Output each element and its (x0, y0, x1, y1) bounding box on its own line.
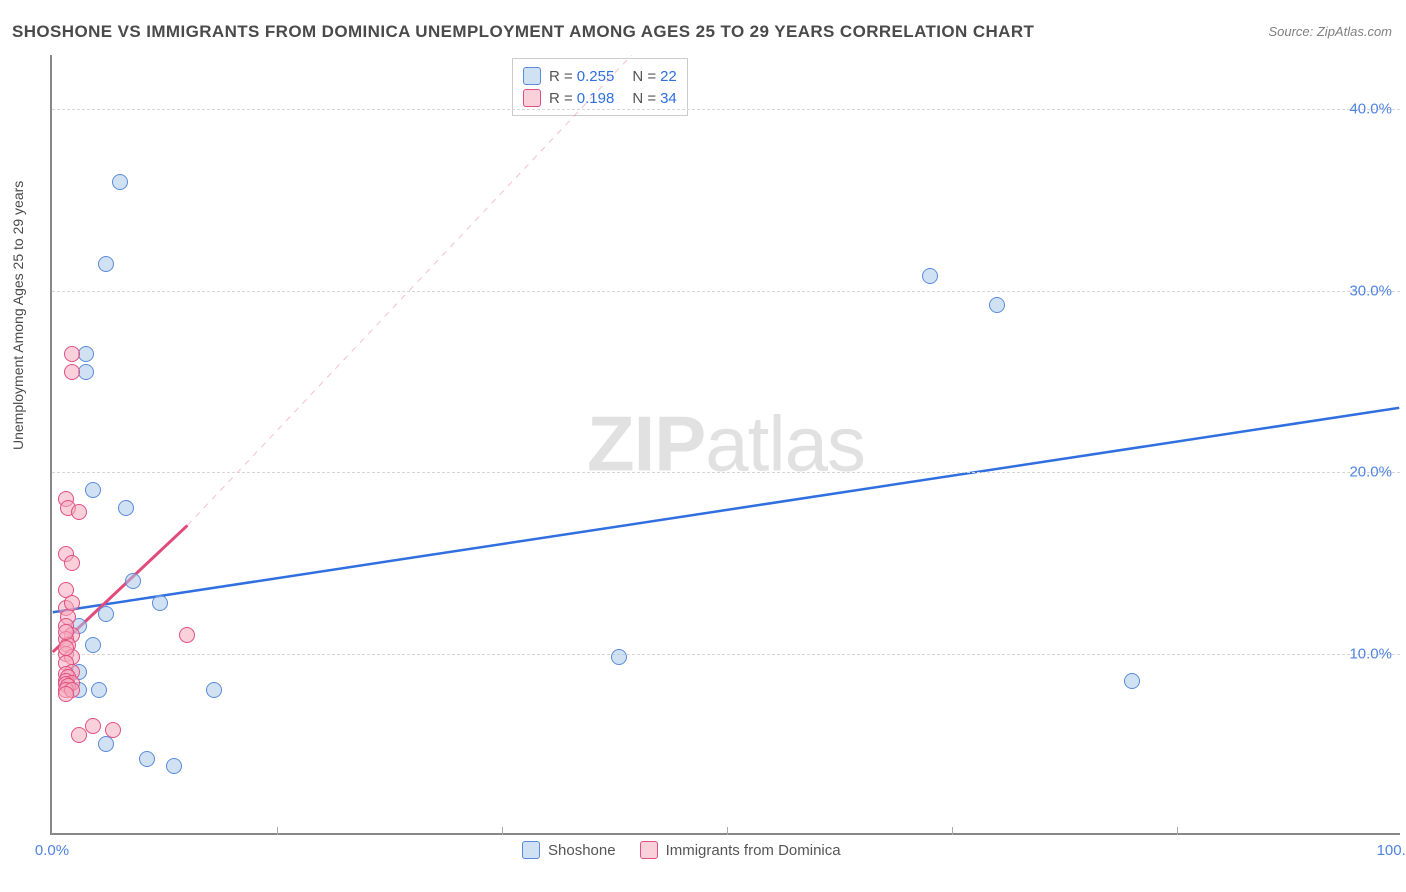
data-point (64, 346, 80, 362)
legend-item-dominica: Immigrants from Dominica (640, 841, 841, 859)
data-point (58, 640, 74, 656)
data-point (179, 627, 195, 643)
gridline-h (52, 291, 1400, 292)
data-point (64, 364, 80, 380)
y-tick-label: 10.0% (1349, 645, 1392, 662)
swatch-shoshone (523, 67, 541, 85)
x-minor-tick (1177, 827, 1178, 835)
trend-lines-layer (52, 55, 1400, 833)
data-point (611, 649, 627, 665)
data-point (85, 482, 101, 498)
gridline-h (52, 109, 1400, 110)
data-point (206, 682, 222, 698)
data-point (91, 682, 107, 698)
y-axis-label: Unemployment Among Ages 25 to 29 years (10, 181, 26, 450)
legend-row: R =0.255N =22 (523, 65, 677, 87)
legend-label: Shoshone (548, 842, 616, 859)
correlation-legend: R =0.255N =22 R =0.198N =34 (512, 58, 688, 116)
data-point (989, 297, 1005, 313)
swatch-shoshone (522, 841, 540, 859)
data-point (98, 736, 114, 752)
legend-item-shoshone: Shoshone (522, 841, 616, 859)
data-point (118, 500, 134, 516)
legend-label: Immigrants from Dominica (666, 842, 841, 859)
data-point (105, 722, 121, 738)
x-tick-label: 100.0% (1377, 842, 1406, 859)
gridline-h (52, 472, 1400, 473)
chart-title: SHOSHONE VS IMMIGRANTS FROM DOMINICA UNE… (12, 22, 1034, 42)
data-point (64, 555, 80, 571)
legend-row: R =0.198N =34 (523, 87, 677, 109)
x-minor-tick (952, 827, 953, 835)
legend-text: R =0.255N =22 (549, 68, 677, 85)
data-point (125, 573, 141, 589)
data-point (64, 595, 80, 611)
data-point (71, 504, 87, 520)
x-minor-tick (727, 827, 728, 835)
chart-source: Source: ZipAtlas.com (1268, 24, 1392, 39)
data-point (166, 758, 182, 774)
data-point (98, 256, 114, 272)
data-point (71, 727, 87, 743)
x-minor-tick (502, 827, 503, 835)
data-point (152, 595, 168, 611)
data-point (98, 606, 114, 622)
swatch-dominica (640, 841, 658, 859)
data-point (139, 751, 155, 767)
y-tick-label: 20.0% (1349, 464, 1392, 481)
data-point (58, 686, 74, 702)
scatter-plot-area: ZIPatlas R =0.255N =22 R =0.198N =34 Sho… (50, 55, 1400, 835)
swatch-dominica (523, 89, 541, 107)
data-point (85, 637, 101, 653)
x-tick-label: 0.0% (35, 842, 69, 859)
y-tick-label: 30.0% (1349, 282, 1392, 299)
x-minor-tick (277, 827, 278, 835)
series-legend: Shoshone Immigrants from Dominica (522, 841, 841, 859)
data-point (58, 624, 74, 640)
legend-text: R =0.198N =34 (549, 90, 677, 107)
y-tick-label: 40.0% (1349, 101, 1392, 118)
trend-line (53, 408, 1400, 612)
data-point (112, 174, 128, 190)
gridline-h (52, 654, 1400, 655)
data-point (922, 268, 938, 284)
data-point (1124, 673, 1140, 689)
data-point (85, 718, 101, 734)
watermark: ZIPatlas (587, 399, 865, 490)
